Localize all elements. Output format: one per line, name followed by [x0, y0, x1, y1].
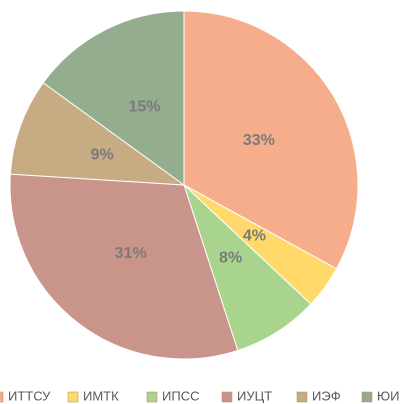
legend-label: ИПСС	[162, 388, 199, 403]
data-label: 9%	[91, 147, 114, 164]
legend-label: ЮИ	[377, 388, 399, 403]
legend-label: ИМТК	[83, 388, 119, 403]
data-label: 4%	[243, 227, 266, 244]
data-label: 31%	[115, 245, 147, 262]
data-label: 33%	[243, 132, 275, 149]
legend-swatch	[221, 391, 233, 403]
legend-swatch	[361, 391, 373, 403]
pie-slice	[183, 10, 359, 270]
data-label: 15%	[128, 99, 160, 116]
legend-label: ИЭФ	[312, 388, 341, 403]
legend-swatch	[0, 391, 4, 403]
pie-slice	[9, 82, 186, 186]
legend-swatch	[67, 391, 79, 403]
legend-swatch	[146, 391, 158, 403]
data-label: 8%	[219, 250, 242, 267]
legend-label: ИУЦТ	[237, 388, 272, 403]
pie-slice	[42, 10, 185, 186]
legend-label: ИТТСУ	[8, 388, 51, 403]
pie-slice	[9, 173, 239, 360]
legend-swatch	[296, 391, 308, 403]
